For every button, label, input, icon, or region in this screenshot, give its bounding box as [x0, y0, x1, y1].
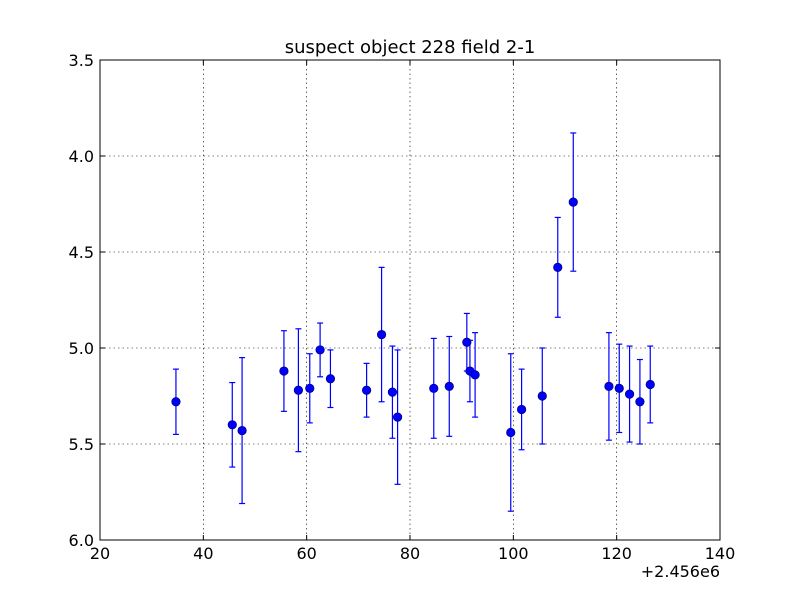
- x-axis-offset-label: +2.456e6: [641, 562, 720, 581]
- y-tick-label: 4.0: [69, 147, 94, 166]
- data-point: [171, 397, 181, 407]
- x-tick-label: 100: [498, 544, 529, 563]
- data-point: [537, 391, 547, 401]
- y-tick-label: 3.5: [69, 51, 94, 70]
- data-point: [604, 381, 614, 391]
- data-point: [614, 383, 624, 393]
- data-point: [470, 370, 480, 380]
- y-axis-tick-labels: 3.5 4.0 4.5 5.0 5.5 6.0: [69, 51, 94, 550]
- data-point: [387, 387, 398, 397]
- y-tick-label: 5.5: [69, 435, 94, 454]
- y-tick-label: 6.0: [69, 531, 94, 550]
- error-bars: [172, 132, 654, 512]
- axis-ticks: [99, 59, 721, 541]
- x-tick-label: 60: [296, 544, 316, 563]
- data-point: [624, 389, 635, 399]
- data-point: [237, 425, 247, 436]
- data-point: [553, 262, 563, 272]
- data-point: [645, 379, 655, 390]
- data-point: [429, 383, 439, 393]
- x-tick-label: 40: [193, 544, 213, 563]
- data-point: [305, 383, 315, 393]
- data-point: [293, 385, 303, 395]
- data-point: [568, 197, 578, 207]
- data-point: [444, 381, 454, 391]
- data-point: [635, 397, 645, 407]
- data-point: [227, 420, 237, 430]
- data-point: [376, 329, 387, 340]
- data-point: [462, 337, 472, 347]
- x-tick-label: 80: [400, 544, 420, 563]
- data-points: [171, 197, 655, 438]
- x-axis-tick-labels: 20 40 60 80 100 120 140: [90, 544, 735, 563]
- data-point: [506, 427, 516, 438]
- x-tick-label: 20: [90, 544, 110, 563]
- x-tick-label: 120: [601, 544, 632, 563]
- data-point: [279, 366, 289, 376]
- data-point: [315, 345, 325, 355]
- data-point: [361, 385, 372, 395]
- data-point: [325, 374, 336, 384]
- data-point: [516, 404, 527, 415]
- data-point: [392, 412, 403, 422]
- chart-title: suspect object 228 field 2-1: [285, 37, 536, 58]
- grid: [100, 60, 720, 540]
- y-tick-label: 4.5: [69, 243, 94, 262]
- y-tick-label: 5.0: [69, 339, 94, 358]
- x-tick-label: 140: [705, 544, 736, 563]
